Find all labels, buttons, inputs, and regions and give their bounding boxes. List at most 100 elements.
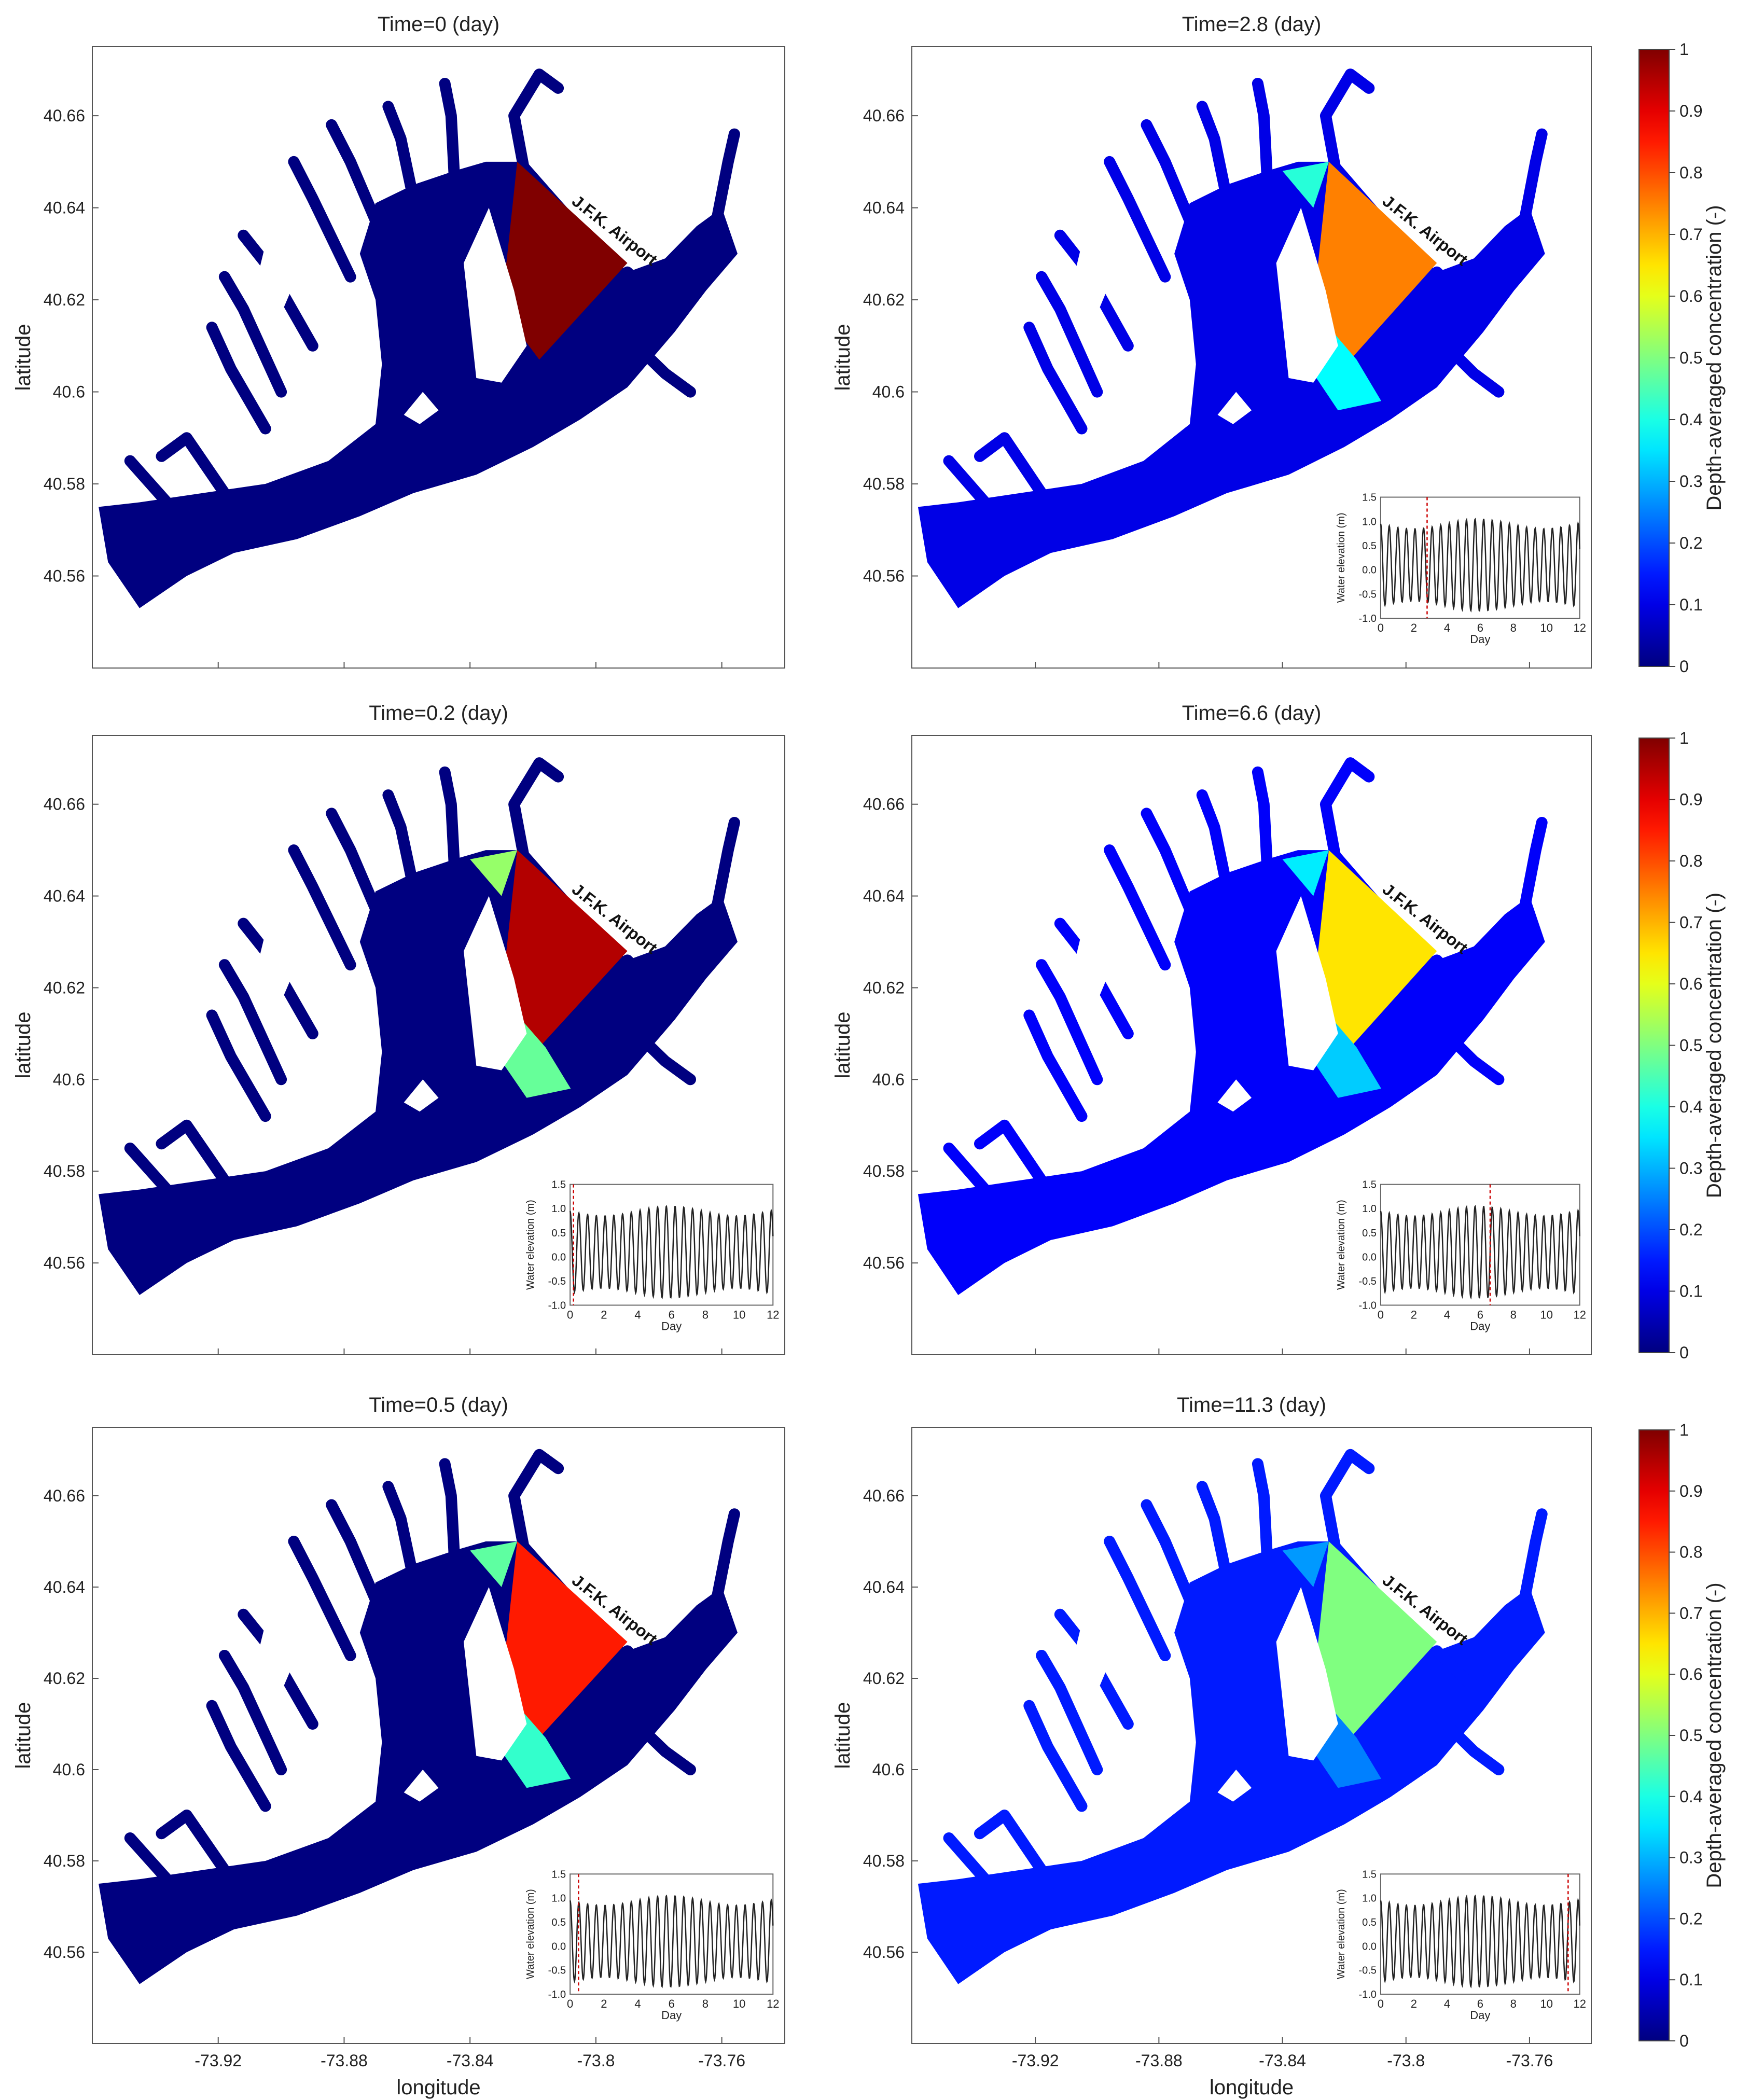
- colorbar-tick-label: 0.2: [1679, 1220, 1702, 1239]
- lat-tick-label: 40.6: [53, 1760, 85, 1779]
- creek-channel: [1431, 1645, 1505, 1693]
- creek-channel: [382, 101, 419, 204]
- creek-channel: [1431, 1019, 1505, 1086]
- creek-channel: [206, 1009, 271, 1122]
- creek-channel: [710, 128, 740, 232]
- inset-x-tick-label: 2: [601, 1308, 607, 1321]
- creek-channel: [1252, 766, 1273, 870]
- lat-axis-label: latitude: [12, 324, 35, 391]
- creek-channel: [1104, 1536, 1171, 1661]
- lat-tick-label: 40.62: [44, 978, 85, 997]
- land-island: [338, 1052, 369, 1084]
- plume-spread: [1282, 1541, 1329, 1587]
- plume-spread: [1282, 161, 1329, 208]
- creek-channel: [508, 1449, 564, 1552]
- land-island: [1276, 896, 1338, 1070]
- inset-x-tick-label: 10: [1540, 1997, 1553, 2010]
- inset-x-tick-label: 0: [567, 1308, 573, 1321]
- inset-y-tick-label: 1.0: [551, 1893, 566, 1904]
- tide-series-line: [569, 1205, 774, 1300]
- creek-channel: [621, 331, 696, 398]
- lat-tick-label: 40.62: [863, 290, 905, 309]
- inset-x-tick-label: 2: [1411, 1997, 1417, 2010]
- colorbar-tick-label: 0: [1679, 1343, 1689, 1362]
- inset-y-tick-label: 1.0: [1362, 516, 1377, 527]
- inset-y-tick-label: 1.5: [1362, 492, 1377, 504]
- inset-x-tick-label: 10: [733, 1997, 745, 2010]
- creek-channel: [1196, 789, 1233, 893]
- lat-tick-label: 40.66: [863, 1486, 905, 1505]
- colorbar-tick-label: 0.5: [1679, 349, 1702, 367]
- inset-y-tick-label: -1.0: [548, 1989, 566, 2000]
- creek-channel: [218, 959, 287, 1086]
- panel-title: Time=2.8 (day): [1182, 13, 1322, 36]
- map-panel: Time=0 (day)J.F.K. Airport40.5640.5840.6…: [12, 13, 785, 669]
- colorbar-tick-label: 0.4: [1679, 410, 1702, 429]
- colorbar-tick-label: 0.3: [1679, 1159, 1702, 1178]
- lat-axis-label: latitude: [12, 1702, 35, 1769]
- lon-tick-label: -73.8: [577, 2051, 615, 2070]
- lat-tick-label: 40.56: [44, 567, 85, 586]
- inset-y-tick-label: 1.5: [1362, 1869, 1377, 1880]
- panel-title: Time=0.2 (day): [369, 702, 508, 725]
- colorbar-tick-label: 0.4: [1679, 1787, 1702, 1806]
- creek-channel: [439, 766, 460, 870]
- colorbar-tick-label: 0.6: [1679, 975, 1702, 993]
- lon-tick-label: -73.84: [1259, 2051, 1306, 2070]
- inset-y-tick-label: -1.0: [548, 1300, 566, 1311]
- creek-channel: [1431, 331, 1505, 398]
- colorbar-0: 0 0.1 0.2 0.3 0.4 0.5 0.6 0.7 0.8 0.9 1 Depth-avera…: [1638, 40, 1726, 676]
- land-island: [338, 364, 369, 397]
- lat-tick-label: 40.62: [863, 978, 905, 997]
- inset-x-tick-label: 0: [1378, 621, 1384, 634]
- colorbar-2: 0 0.1 0.2 0.3 0.4 0.5 0.6 0.7 0.8 0.9 1 Depth-avera…: [1638, 1421, 1726, 2050]
- colorbar-tick-label: 0.8: [1679, 852, 1702, 870]
- colorbar-label: Depth-averaged concentration (-): [1703, 205, 1726, 510]
- colorbar-tick-label: 0.6: [1679, 1665, 1702, 1684]
- inset-x-tick-label: 0: [1378, 1308, 1384, 1321]
- inset-y-tick-label: 0.0: [551, 1941, 566, 1952]
- creek-channel: [974, 1119, 1048, 1186]
- land-island: [1152, 364, 1184, 397]
- lat-tick-label: 40.56: [863, 1254, 905, 1272]
- inset-x-tick-label: 12: [1573, 621, 1586, 634]
- creek-channel: [124, 1143, 240, 1200]
- inset-x-label: Day: [661, 2009, 682, 2022]
- lon-axis-label: longitude: [1210, 2076, 1294, 2099]
- inset-y-tick-label: -0.5: [1358, 1276, 1376, 1287]
- lat-tick-label: 40.56: [863, 567, 905, 586]
- lon-tick-label: -73.76: [698, 2051, 745, 2070]
- inset-y-tick-label: 0.0: [1362, 565, 1377, 576]
- inset-y-label: Water elevation (m): [525, 1889, 536, 1979]
- lon-axis-label: longitude: [396, 2076, 480, 2099]
- land-island: [1276, 1587, 1338, 1761]
- land-island: [249, 1623, 297, 1692]
- lat-tick-label: 40.6: [53, 383, 85, 401]
- colorbar-tick-label: 0.9: [1679, 102, 1702, 120]
- land-island: [464, 896, 527, 1070]
- inset-x-tick-label: 4: [634, 1308, 641, 1321]
- creek-channel: [1141, 1499, 1202, 1620]
- colorbar-tick-label: 0.1: [1679, 595, 1702, 614]
- creek-channel: [621, 1645, 696, 1693]
- map-panel: Time=6.6 (day)J.F.K. Airport40.5640.5840…: [831, 702, 1592, 1355]
- lat-tick-label: 40.58: [863, 475, 905, 493]
- land-island: [404, 1079, 439, 1112]
- panel-title: Time=0.5 (day): [369, 1394, 508, 1416]
- creek-channel: [943, 1832, 1057, 1889]
- creek-channel: [1196, 101, 1233, 204]
- lat-tick-label: 40.58: [44, 1852, 85, 1870]
- lat-tick-label: 40.64: [44, 1578, 85, 1596]
- inset-y-tick-label: -0.5: [548, 1965, 566, 1977]
- inset-y-tick-label: -1.0: [1358, 1989, 1376, 2000]
- creek-channel: [621, 954, 696, 1003]
- colorbar-tick-label: 0.7: [1679, 225, 1702, 244]
- plume-spread: [470, 1541, 518, 1587]
- lat-tick-label: 40.66: [863, 106, 905, 125]
- inset-x-tick-label: 0: [567, 1997, 573, 2010]
- lat-axis-label: latitude: [12, 1012, 35, 1079]
- lon-tick-label: -73.92: [1012, 2051, 1059, 2070]
- colorbar-tick-label: 0.9: [1679, 790, 1702, 809]
- inset-y-tick-label: 0.5: [551, 1228, 566, 1239]
- creek-channel: [288, 156, 356, 283]
